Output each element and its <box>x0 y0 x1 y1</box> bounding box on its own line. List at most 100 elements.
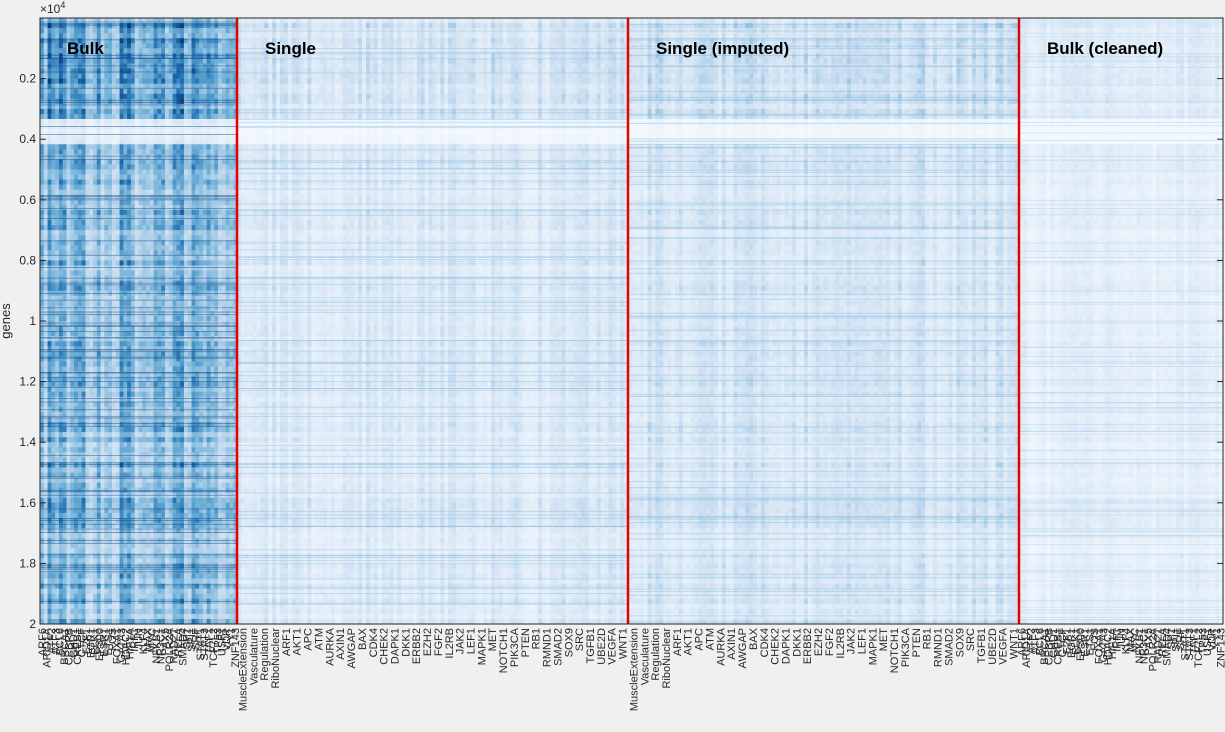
heatmap-cell <box>154 58 158 63</box>
heatmap-cell <box>82 170 86 175</box>
heatmap-cell <box>89 225 93 230</box>
heatmap-cell <box>89 144 93 149</box>
heatmap-cell <box>70 190 74 195</box>
heatmap-cell <box>93 457 97 462</box>
heatmap-cell <box>169 301 173 306</box>
heatmap-cell <box>67 109 71 114</box>
heatmap-cell <box>142 609 146 614</box>
heatmap-cell <box>85 614 89 619</box>
heatmap-cell <box>127 437 131 442</box>
heatmap-cell <box>188 260 192 265</box>
heatmap-cell <box>59 200 63 205</box>
heatmap-cell <box>120 614 124 619</box>
heatmap-cell <box>123 245 127 250</box>
heatmap-cell <box>127 74 131 79</box>
heatmap-cell <box>154 351 158 356</box>
heatmap-cell <box>123 74 127 79</box>
heatmap-cell <box>108 563 112 568</box>
heatmap-cell <box>104 205 108 210</box>
heatmap-cell <box>116 366 120 371</box>
heatmap-cell <box>154 301 158 306</box>
heatmap-cell <box>176 18 180 23</box>
heatmap-cell <box>169 144 173 149</box>
heatmap-cell <box>116 609 120 614</box>
heatmap-cell <box>70 200 74 205</box>
heatmap-cell <box>142 301 146 306</box>
heatmap-cell <box>165 99 169 104</box>
heatmap-cell <box>176 144 180 149</box>
heatmap-cell <box>165 94 169 99</box>
heatmap-cell <box>131 584 135 589</box>
heatmap-cell <box>93 382 97 387</box>
heatmap-cell <box>55 235 59 240</box>
heatmap-cell <box>78 215 82 220</box>
heatmap-cell <box>131 392 135 397</box>
heatmap-cell <box>150 467 154 472</box>
heatmap-cell <box>139 74 143 79</box>
heatmap-cell <box>146 200 150 205</box>
heatmap-cell <box>116 134 120 139</box>
heatmap-cell <box>97 164 101 169</box>
heatmap-cell <box>78 129 82 134</box>
heatmap-cell <box>161 260 165 265</box>
heatmap-cell <box>104 18 108 23</box>
heatmap-cell <box>150 604 154 609</box>
heatmap-cell <box>135 614 139 619</box>
heatmap-cell <box>169 58 173 63</box>
heatmap-cell <box>157 114 161 119</box>
heatmap-cell <box>180 94 184 99</box>
heatmap-cell <box>169 563 173 568</box>
heatmap-cell <box>51 245 55 250</box>
heatmap-cell <box>59 382 63 387</box>
heatmap-cell <box>74 437 78 442</box>
heatmap-cell <box>82 18 86 23</box>
heatmap-cell <box>116 175 120 180</box>
heatmap-cell <box>139 99 143 104</box>
heatmap-cell <box>112 260 116 265</box>
heatmap-cell <box>82 503 86 508</box>
heatmap-cell <box>123 89 127 94</box>
heatmap-cell <box>85 427 89 432</box>
heatmap-cell <box>74 503 78 508</box>
heatmap-cell <box>78 457 82 462</box>
heatmap-cell <box>142 498 146 503</box>
heatmap-cell <box>127 175 131 180</box>
heatmap-cell <box>104 614 108 619</box>
heatmap-cell <box>176 442 180 447</box>
heatmap-cell <box>139 205 143 210</box>
heatmap-cell <box>184 114 188 119</box>
heatmap-cell <box>85 74 89 79</box>
heatmap-cell <box>169 271 173 276</box>
heatmap-cell <box>44 432 48 437</box>
heatmap-cell <box>173 553 177 558</box>
heatmap-cell <box>150 74 154 79</box>
heatmap-cell <box>51 498 55 503</box>
heatmap-cell <box>89 457 93 462</box>
heatmap-cell <box>192 164 196 169</box>
heatmap-cell <box>82 74 86 79</box>
heatmap-cell <box>112 594 116 599</box>
heatmap-cell <box>192 563 196 568</box>
heatmap-cell <box>157 533 161 538</box>
heatmap-cell <box>165 134 169 139</box>
heatmap-cell <box>48 589 52 594</box>
heatmap-cell <box>93 255 97 260</box>
heatmap-cell <box>93 200 97 205</box>
heatmap-cell <box>101 316 105 321</box>
heatmap-cell <box>180 609 184 614</box>
heatmap-cell <box>89 366 93 371</box>
heatmap-cell <box>150 149 154 154</box>
heatmap-cell <box>89 205 93 210</box>
heatmap-cell <box>184 144 188 149</box>
heatmap-cell <box>146 513 150 518</box>
heatmap-cell <box>173 366 177 371</box>
heatmap-cell <box>146 255 150 260</box>
heatmap-cell <box>48 260 52 265</box>
heatmap-cell <box>70 553 74 558</box>
heatmap-cell <box>85 351 89 356</box>
heatmap-cell <box>184 447 188 452</box>
heatmap-cell <box>127 533 131 538</box>
heatmap-cell <box>70 543 74 548</box>
heatmap-cell <box>74 432 78 437</box>
heatmap-cell <box>139 462 143 467</box>
